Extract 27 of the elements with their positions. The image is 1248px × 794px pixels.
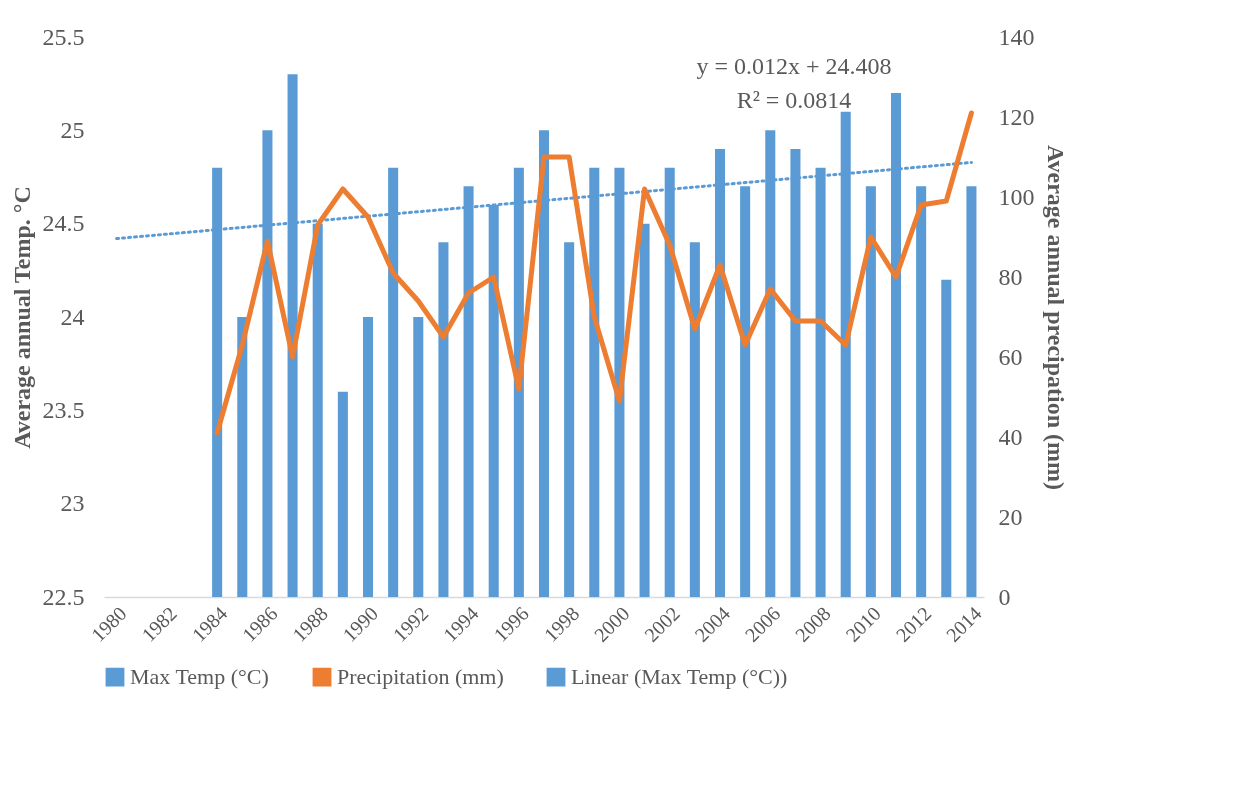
x-tick-label: 1990 (338, 602, 383, 646)
annotation: y = 0.012x + 24.408 (696, 53, 892, 79)
y2-axis-title: Average annual precipation (mm) (1042, 144, 1069, 491)
legend-label: Precipitation (mm) (337, 664, 504, 690)
y2-tick-label: 20 (998, 503, 1023, 530)
y-tick-label: 23 (60, 490, 85, 517)
y2-tick-label: 80 (998, 263, 1023, 290)
y-axis-title: Average annual Temp. °C (8, 186, 35, 449)
y-tick-label: 24.5 (42, 210, 85, 237)
x-tick-label: 1980 (86, 602, 131, 646)
y-tick-label: 25.5 (42, 23, 85, 50)
x-tick-label: 1992 (388, 602, 433, 646)
y2-tick-label: 40 (998, 423, 1023, 450)
y-tick-label: 22.5 (42, 583, 85, 610)
x-tick-label: 1982 (137, 602, 181, 646)
y-tick-label: 25 (60, 116, 85, 143)
x-tick-label: 1988 (288, 602, 332, 646)
annotation: R² = 0.0814 (736, 87, 852, 113)
y2-tick-label: 140 (998, 23, 1035, 50)
y2-tick-label: 100 (998, 183, 1035, 210)
y2-tick-label: 60 (998, 343, 1023, 370)
y-tick-label: 23.5 (42, 396, 85, 423)
legend-label: Max Temp (°C) (130, 664, 269, 690)
y2-tick-label: 120 (998, 103, 1035, 130)
legend-label: Linear (Max Temp (°C)) (571, 664, 788, 690)
y-tick-label: 24 (60, 303, 85, 330)
y2-tick-label: 0 (998, 583, 1011, 610)
